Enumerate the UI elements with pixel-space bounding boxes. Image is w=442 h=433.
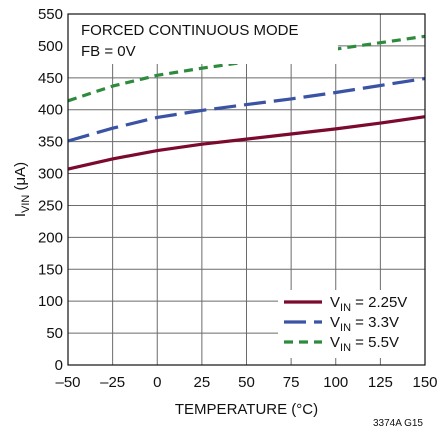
x-tick-label: 125 xyxy=(368,374,393,391)
annotation-fb: FB = 0V xyxy=(81,43,136,60)
legend-label-1: VIN = 2.25V xyxy=(330,294,407,314)
y-tick-label: 450 xyxy=(38,70,63,87)
y-axis-title-main: I xyxy=(12,213,29,217)
annotation-box xyxy=(68,14,338,64)
y-tick-label: 250 xyxy=(38,197,63,214)
series-line-2 xyxy=(67,76,426,143)
y-tick-label: 200 xyxy=(38,229,63,246)
y-tick-labels: 0 50 100 150 200 250 300 350 400 450 500 550 xyxy=(38,6,63,374)
x-tick-label: –50 xyxy=(55,374,80,391)
y-tick-label: 0 xyxy=(55,357,63,374)
x-axis-title: TEMPERATURE (°C) xyxy=(175,401,318,418)
x-tick-label: 150 xyxy=(412,374,437,391)
y-tick-label: 150 xyxy=(38,261,63,278)
y-tick-label: 400 xyxy=(38,102,63,119)
y-tick-label: 350 xyxy=(38,134,63,151)
series-line-1 xyxy=(67,115,426,171)
y-tick-label: 550 xyxy=(38,6,63,23)
figure-id: 3374A G15 xyxy=(373,418,423,429)
y-tick-label: 500 xyxy=(38,38,63,55)
x-tick-label: 75 xyxy=(283,374,300,391)
x-tick-label: 100 xyxy=(323,374,348,391)
plot-frame xyxy=(67,13,426,366)
x-tick-label: 0 xyxy=(153,374,161,391)
y-tick-label: 100 xyxy=(38,293,63,310)
y-axis-title: IVIN (μA) xyxy=(12,162,32,217)
y-axis-title-unit: (μA) xyxy=(12,162,29,195)
legend-label-2: VIN = 3.3V xyxy=(330,314,399,334)
y-tick-label: 50 xyxy=(46,325,63,342)
x-tick-label: 25 xyxy=(194,374,211,391)
y-tick-label: 300 xyxy=(38,166,63,183)
legend-label-3: VIN = 5.5V xyxy=(330,334,399,354)
x-tick-labels: –50 –25 0 25 50 75 100 125 150 xyxy=(55,374,437,391)
x-tick-label: –25 xyxy=(100,374,125,391)
y-axis-title-sub: VIN xyxy=(20,195,32,213)
annotation-mode: FORCED CONTINUOUS MODE xyxy=(81,22,299,39)
x-tick-label: 50 xyxy=(238,374,255,391)
